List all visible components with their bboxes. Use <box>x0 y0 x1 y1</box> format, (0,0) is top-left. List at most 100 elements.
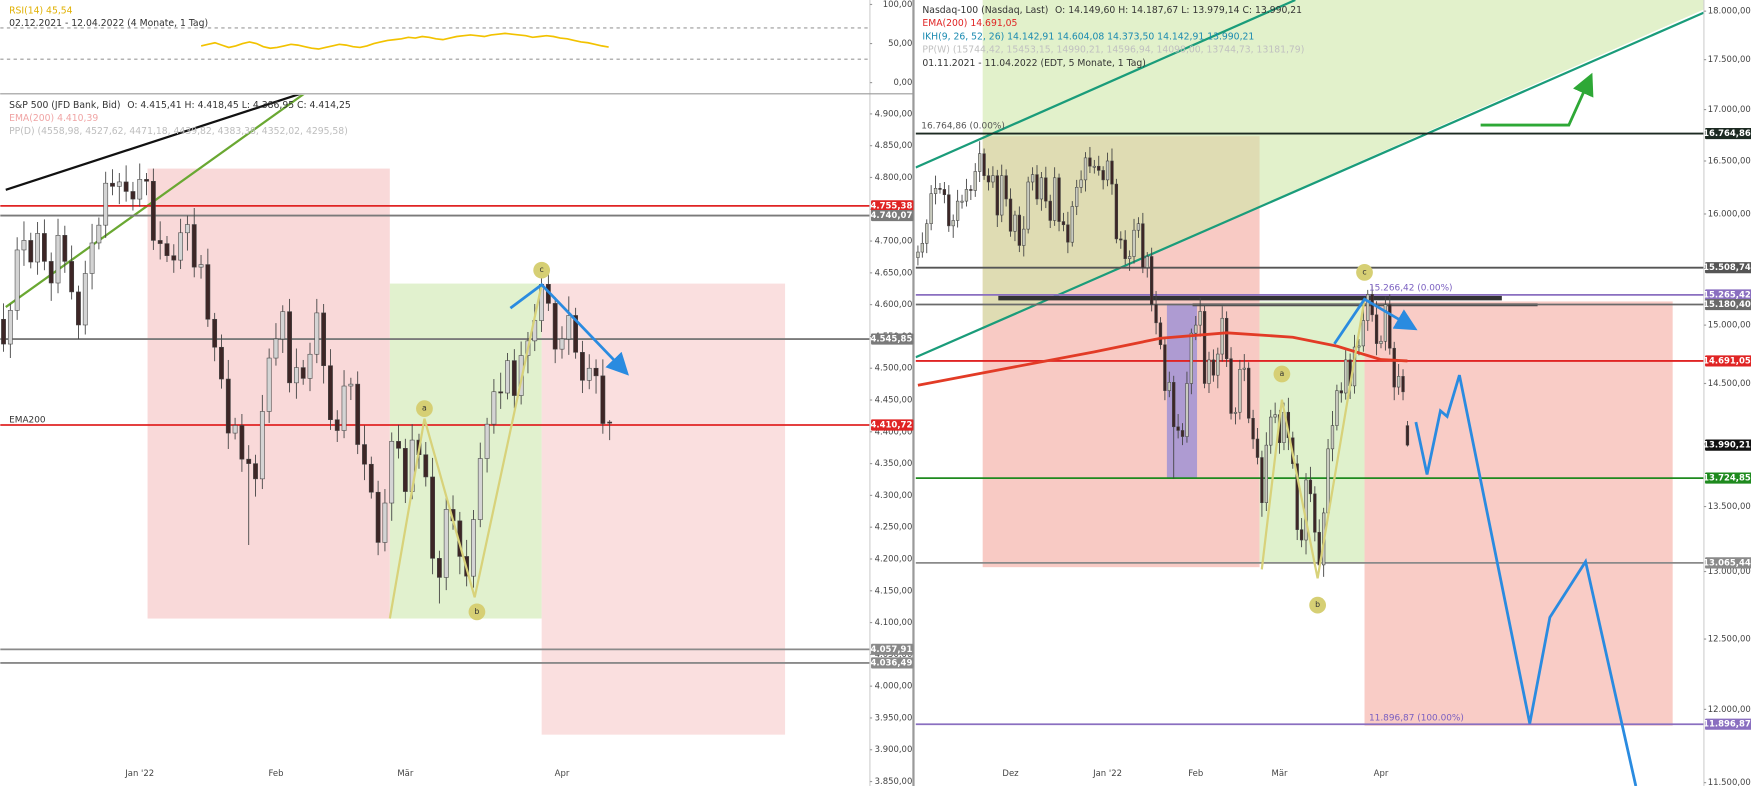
y-tick-label: 4.700,00 <box>875 236 913 246</box>
y-tick-label: 4.250,00 <box>875 522 913 532</box>
level-label: 15.265,42 <box>1703 289 1751 299</box>
y-tick-label: 15.000,00 <box>1708 320 1751 330</box>
annotation: 16.764,86 (0.00%) <box>921 122 1005 132</box>
y-tick-label: 4.000,00 <box>875 681 913 691</box>
projection-arrow <box>1480 72 1594 127</box>
candle-body <box>1158 322 1163 346</box>
candle-body <box>1374 314 1379 344</box>
candle-body <box>137 179 143 200</box>
candle-body <box>443 509 449 578</box>
candle-body <box>484 423 490 459</box>
candle-body <box>580 352 585 381</box>
candle-body <box>62 235 68 262</box>
x-tick-label: Feb <box>268 768 283 778</box>
instrument-name: Nasdaq-100 (Nasdaq, Last) <box>922 5 1048 16</box>
candle-body <box>219 346 224 380</box>
candle-body <box>253 463 258 480</box>
wave-marker <box>1273 365 1291 383</box>
candle-body <box>1083 157 1088 181</box>
candle-body <box>341 385 347 431</box>
y-tick-label: 13.500,00 <box>1708 501 1751 511</box>
candle-body <box>1326 448 1330 514</box>
projection-arrow <box>509 282 629 376</box>
right-header: Nasdaq-100 (Nasdaq, Last) O: 14.149,60 H:… <box>922 5 1304 70</box>
left-header: RSI(14) 45,54 02.12.2021 - 12.04.2022 (4… <box>9 6 351 138</box>
level-label: 4.036,49 <box>871 657 913 667</box>
candle-body <box>1361 320 1365 347</box>
candle-body <box>1026 181 1030 230</box>
y-tick-label: 11.500,00 <box>1708 777 1751 786</box>
x-tick-label: Mär <box>397 768 413 778</box>
level-tag <box>1705 298 1751 311</box>
y-tick-label: 4.450,00 <box>875 395 913 405</box>
y-tick-label: 16.000,00 <box>1708 208 1751 218</box>
quote: O: 4.415,41 H: 4.418,45 L: 4.386,95 C: 4… <box>127 99 351 110</box>
level-label: 14.691,05 <box>1703 355 1751 365</box>
candle-body <box>42 233 47 262</box>
instrument: S&P 500 (JFD Bank, Bid) O: 4.415,41 H: 4.… <box>9 99 351 110</box>
level-tag <box>1705 718 1751 730</box>
candle-body <box>280 311 286 340</box>
candle-body <box>925 223 929 244</box>
candle-body <box>1075 187 1079 207</box>
candle-body <box>1242 367 1246 370</box>
instrument-name: S&P 500 (JFD Bank, Bid) <box>9 99 120 110</box>
candle-body <box>1313 493 1317 533</box>
candle-body <box>239 425 245 460</box>
trend-line <box>5 94 301 191</box>
candle-body <box>960 200 964 203</box>
candle-body <box>1366 294 1370 321</box>
candle-body <box>55 235 61 284</box>
date-range: 02.12.2021 - 12.04.2022 (4 Monate, 1 Tag… <box>9 18 208 29</box>
level-tag <box>1705 289 1751 301</box>
candle-body <box>1339 390 1343 394</box>
candle-body <box>1388 304 1392 349</box>
candle-body <box>1396 376 1401 388</box>
candle-body <box>1172 382 1176 428</box>
x-tick-label: Apr <box>1374 768 1389 778</box>
level-tag <box>1705 262 1751 274</box>
candle-body <box>1247 367 1251 419</box>
candle-body <box>76 291 81 326</box>
candle-body <box>1008 198 1013 232</box>
x-tick-label: Jan '22 <box>1092 768 1122 778</box>
y-tick-label: 4.600,00 <box>875 299 913 309</box>
candle-body <box>955 200 960 221</box>
date-range: 01.11.2021 - 11.04.2022 (EDT, 5 Monate, … <box>922 58 1145 69</box>
candle-body <box>362 444 367 465</box>
candle-body <box>96 224 102 244</box>
candle-body <box>929 193 933 224</box>
instrument: Nasdaq-100 (Nasdaq, Last) O: 14.149,60 H:… <box>922 5 1302 16</box>
candle-body <box>1392 347 1396 388</box>
candle-body <box>1154 304 1158 324</box>
candle-body <box>28 240 34 263</box>
candle-body <box>505 360 510 394</box>
wave-marker <box>533 261 551 279</box>
candle-body <box>1233 411 1238 414</box>
wave-label: c <box>540 265 544 274</box>
candle-body <box>1202 311 1207 384</box>
candle-body <box>942 189 947 195</box>
candle-body <box>157 240 163 244</box>
candle-body <box>21 240 27 251</box>
x-tick-label: Apr <box>555 768 570 778</box>
candle-body <box>1207 359 1211 384</box>
candle-body <box>144 179 149 182</box>
candle-body <box>498 391 504 394</box>
wave-label: a <box>1280 369 1285 378</box>
quote: O: 14.149,60 H: 14.187,67 L: 13.979,14 C… <box>1055 5 1302 16</box>
candle-body <box>423 454 429 478</box>
y-tick-label: 50,00 <box>888 38 912 48</box>
candle-body <box>110 182 115 187</box>
level-tag <box>871 200 914 212</box>
candle-body <box>1004 175 1008 200</box>
level-label: 4.755,38 <box>871 200 913 210</box>
candle-body <box>1194 324 1198 334</box>
y-tick-label: 4.500,00 <box>875 363 913 373</box>
rsi-title: RSI(14) 45,54 <box>9 6 73 17</box>
last-price-label: 13.990,21 <box>1703 440 1751 450</box>
y-tick-label: 14.500,00 <box>1708 378 1751 388</box>
y-tick-label: 13.000,00 <box>1708 566 1751 576</box>
level-label: 4.057,91 <box>871 644 913 654</box>
candle-body <box>916 251 920 258</box>
